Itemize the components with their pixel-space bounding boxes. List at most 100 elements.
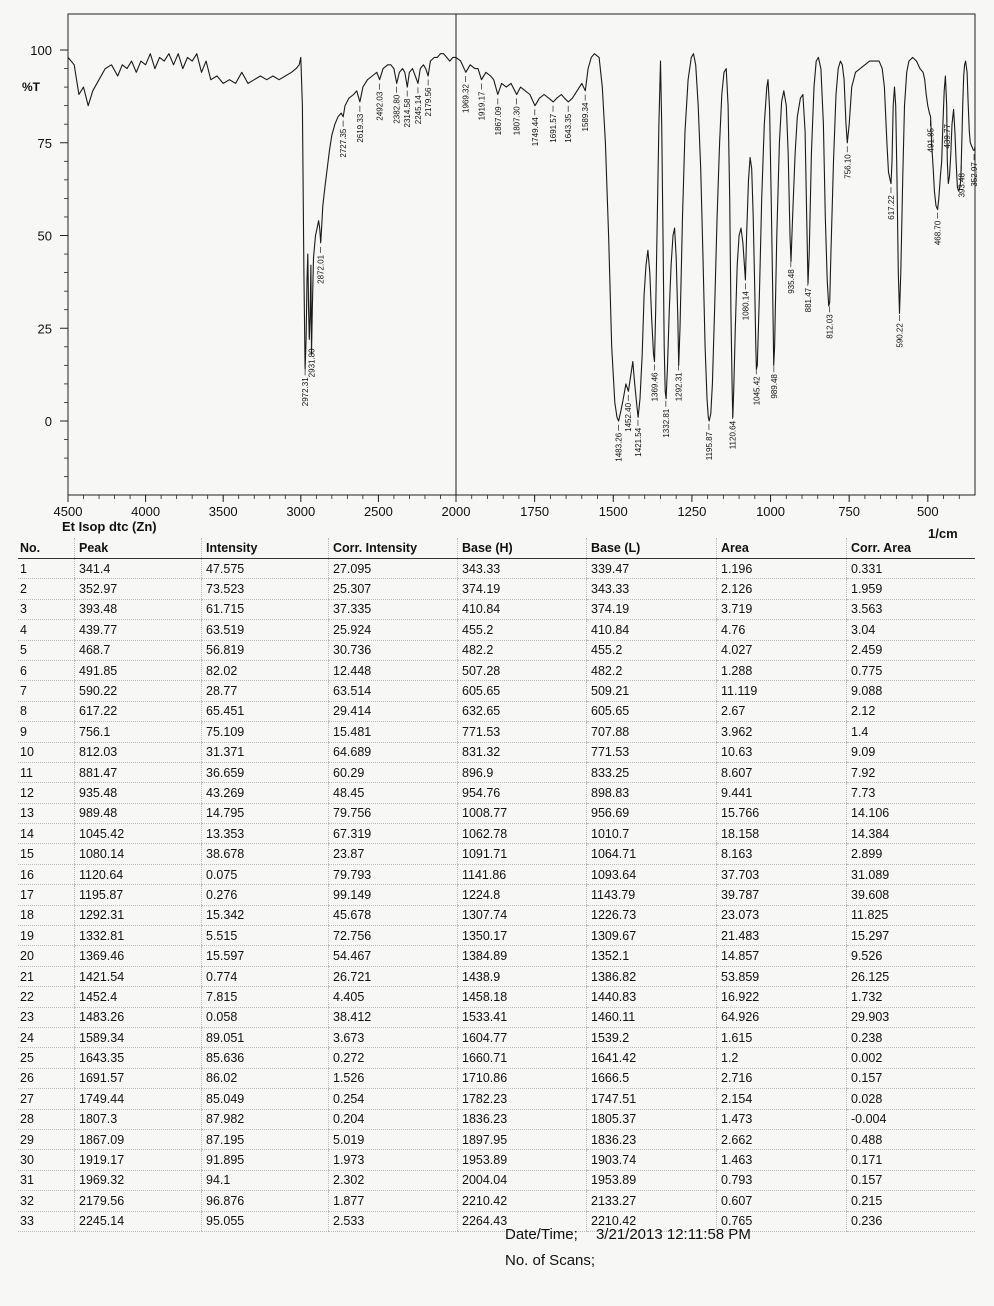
area-value: 16.922 [716, 986, 847, 1008]
peak-value: 1589.34 [74, 1027, 202, 1049]
base-l-value: 1539.2 [586, 1027, 717, 1049]
table-row: 32 2179.56 96.876 1.877 2210.42 2133.27 0.607 0… [18, 1190, 975, 1212]
col-peak: Peak [74, 538, 202, 559]
table-row: 29 1867.09 87.195 5.019 1897.95 1836.23 2.662 0… [18, 1129, 975, 1151]
corr-area-value: 3.04 [846, 619, 975, 641]
corr-intensity-value: 0.204 [328, 1109, 458, 1130]
area-value: 4.027 [716, 640, 847, 661]
peak-table-header: No. Peak Intensity Corr. Intensity Base … [18, 538, 975, 559]
area-value: 9.441 [716, 782, 847, 804]
base-l-value: 1309.67 [586, 925, 717, 947]
corr-intensity-value: 26.721 [328, 966, 458, 988]
peak-label-text: 352.97 [970, 162, 979, 187]
peak-value: 935.48 [74, 782, 202, 804]
base-h-value: 954.76 [457, 782, 587, 804]
table-row: 7 590.22 28.77 63.514 605.65 509.21 11.119 9.08… [18, 680, 975, 702]
peak-value: 1643.35 [74, 1047, 202, 1069]
col-no: No. [18, 538, 75, 559]
corr-area-value: 3.563 [846, 599, 975, 621]
row-no: 24 [18, 1027, 75, 1049]
base-h-value: 1224.8 [457, 884, 587, 906]
peak-label: 2972.31 [301, 369, 310, 406]
corr-intensity-value: 60.29 [328, 762, 458, 784]
peak-label: 1919.17 [477, 83, 486, 120]
peak-label-text: 2314.58 [403, 98, 412, 127]
intensity-value: 94.1 [201, 1170, 329, 1192]
intensity-value: 47.575 [201, 558, 329, 580]
peak-label: 590.22 [895, 315, 904, 348]
table-row: 25 1643.35 85.636 0.272 1660.71 1641.42 1.2 0.0… [18, 1047, 975, 1069]
peak-label: 1369.46 [650, 364, 659, 401]
peak-label-text: 1867.09 [494, 106, 503, 135]
corr-intensity-value: 54.467 [328, 945, 458, 967]
peak-label: 2619.33 [356, 105, 365, 143]
peak-label: 1332.81 [662, 400, 671, 438]
peak-label-text: 2245.14 [414, 95, 423, 124]
x-tick-label: 4500 [54, 504, 83, 519]
table-row: 22 1452.4 7.815 4.405 1458.18 1440.83 16.922 1.… [18, 986, 975, 1008]
base-h-value: 1141.86 [457, 864, 587, 886]
intensity-value: 87.982 [201, 1109, 329, 1130]
base-h-value: 1438.9 [457, 966, 587, 988]
x-tick-label: 3000 [286, 504, 315, 519]
peak-label-text: 2872.01 [317, 254, 326, 283]
peak-value: 393.48 [74, 599, 202, 621]
corr-area-value: 0.028 [846, 1088, 975, 1110]
base-h-value: 482.2 [457, 640, 587, 661]
row-no: 27 [18, 1088, 75, 1110]
base-l-value: 1641.42 [586, 1047, 717, 1069]
base-h-value: 343.33 [457, 558, 587, 580]
intensity-value: 91.895 [201, 1149, 329, 1171]
peak-value: 1749.44 [74, 1088, 202, 1110]
area-value: 8.607 [716, 762, 847, 784]
x-tick-label: 1750 [520, 504, 549, 519]
base-h-value: 1660.71 [457, 1047, 587, 1069]
corr-area-value: 0.157 [846, 1068, 975, 1090]
base-l-value: 956.69 [586, 803, 717, 825]
table-row: 28 1807.3 87.982 0.204 1836.23 1805.37 1.473 -0… [18, 1109, 975, 1130]
scans-label: No. of Scans; [505, 1252, 596, 1269]
row-no: 28 [18, 1109, 75, 1130]
intensity-value: 15.597 [201, 945, 329, 967]
base-l-value: 1226.73 [586, 905, 717, 927]
base-l-value: 1460.11 [586, 1007, 717, 1028]
corr-area-value: 0.157 [846, 1170, 975, 1192]
corr-intensity-value: 30.736 [328, 640, 458, 661]
corr-intensity-value: 0.254 [328, 1088, 458, 1110]
table-row: 4 439.77 63.519 25.924 455.2 410.84 4.76 3.04 [18, 619, 975, 641]
peak-label: 989.48 [770, 366, 779, 399]
corr-intensity-value: 72.756 [328, 925, 458, 947]
row-no: 9 [18, 721, 75, 743]
row-no: 6 [18, 660, 75, 682]
peak-label-text: 1421.54 [634, 427, 643, 456]
area-value: 15.766 [716, 803, 847, 825]
peak-label-text: 393.48 [957, 173, 966, 198]
row-no: 29 [18, 1129, 75, 1151]
table-row: 6 491.85 82.02 12.448 507.28 482.2 1.288 0.775 [18, 660, 975, 682]
area-value: 3.719 [716, 599, 847, 621]
base-l-value: 374.19 [586, 599, 717, 621]
row-no: 3 [18, 599, 75, 621]
area-value: 1.615 [716, 1027, 847, 1049]
corr-area-value: 0.488 [846, 1129, 975, 1151]
table-row: 19 1332.81 5.515 72.756 1350.17 1309.67 21.483… [18, 925, 975, 947]
x-tick-label: 2000 [442, 504, 471, 519]
intensity-value: 63.519 [201, 619, 329, 641]
table-row: 5 468.7 56.819 30.736 482.2 455.2 4.027 2.459 [18, 640, 975, 661]
x-tick-label: 500 [917, 504, 939, 519]
base-l-value: 707.88 [586, 721, 717, 743]
base-l-value: 1953.89 [586, 1170, 717, 1192]
corr-area-value: 0.775 [846, 660, 975, 682]
area-value: 1.463 [716, 1149, 847, 1171]
row-no: 11 [18, 762, 75, 784]
peak-label: 1749.44 [531, 109, 540, 146]
area-value: 23.073 [716, 905, 847, 927]
area-value: 2.67 [716, 701, 847, 723]
peak-value: 756.1 [74, 721, 202, 743]
peak-label-text: 1807.30 [513, 106, 522, 135]
corr-intensity-value: 25.307 [328, 578, 458, 600]
y-axis-label: %T [22, 80, 41, 94]
intensity-value: 85.636 [201, 1047, 329, 1069]
row-no: 20 [18, 945, 75, 967]
corr-intensity-value: 15.481 [328, 721, 458, 743]
